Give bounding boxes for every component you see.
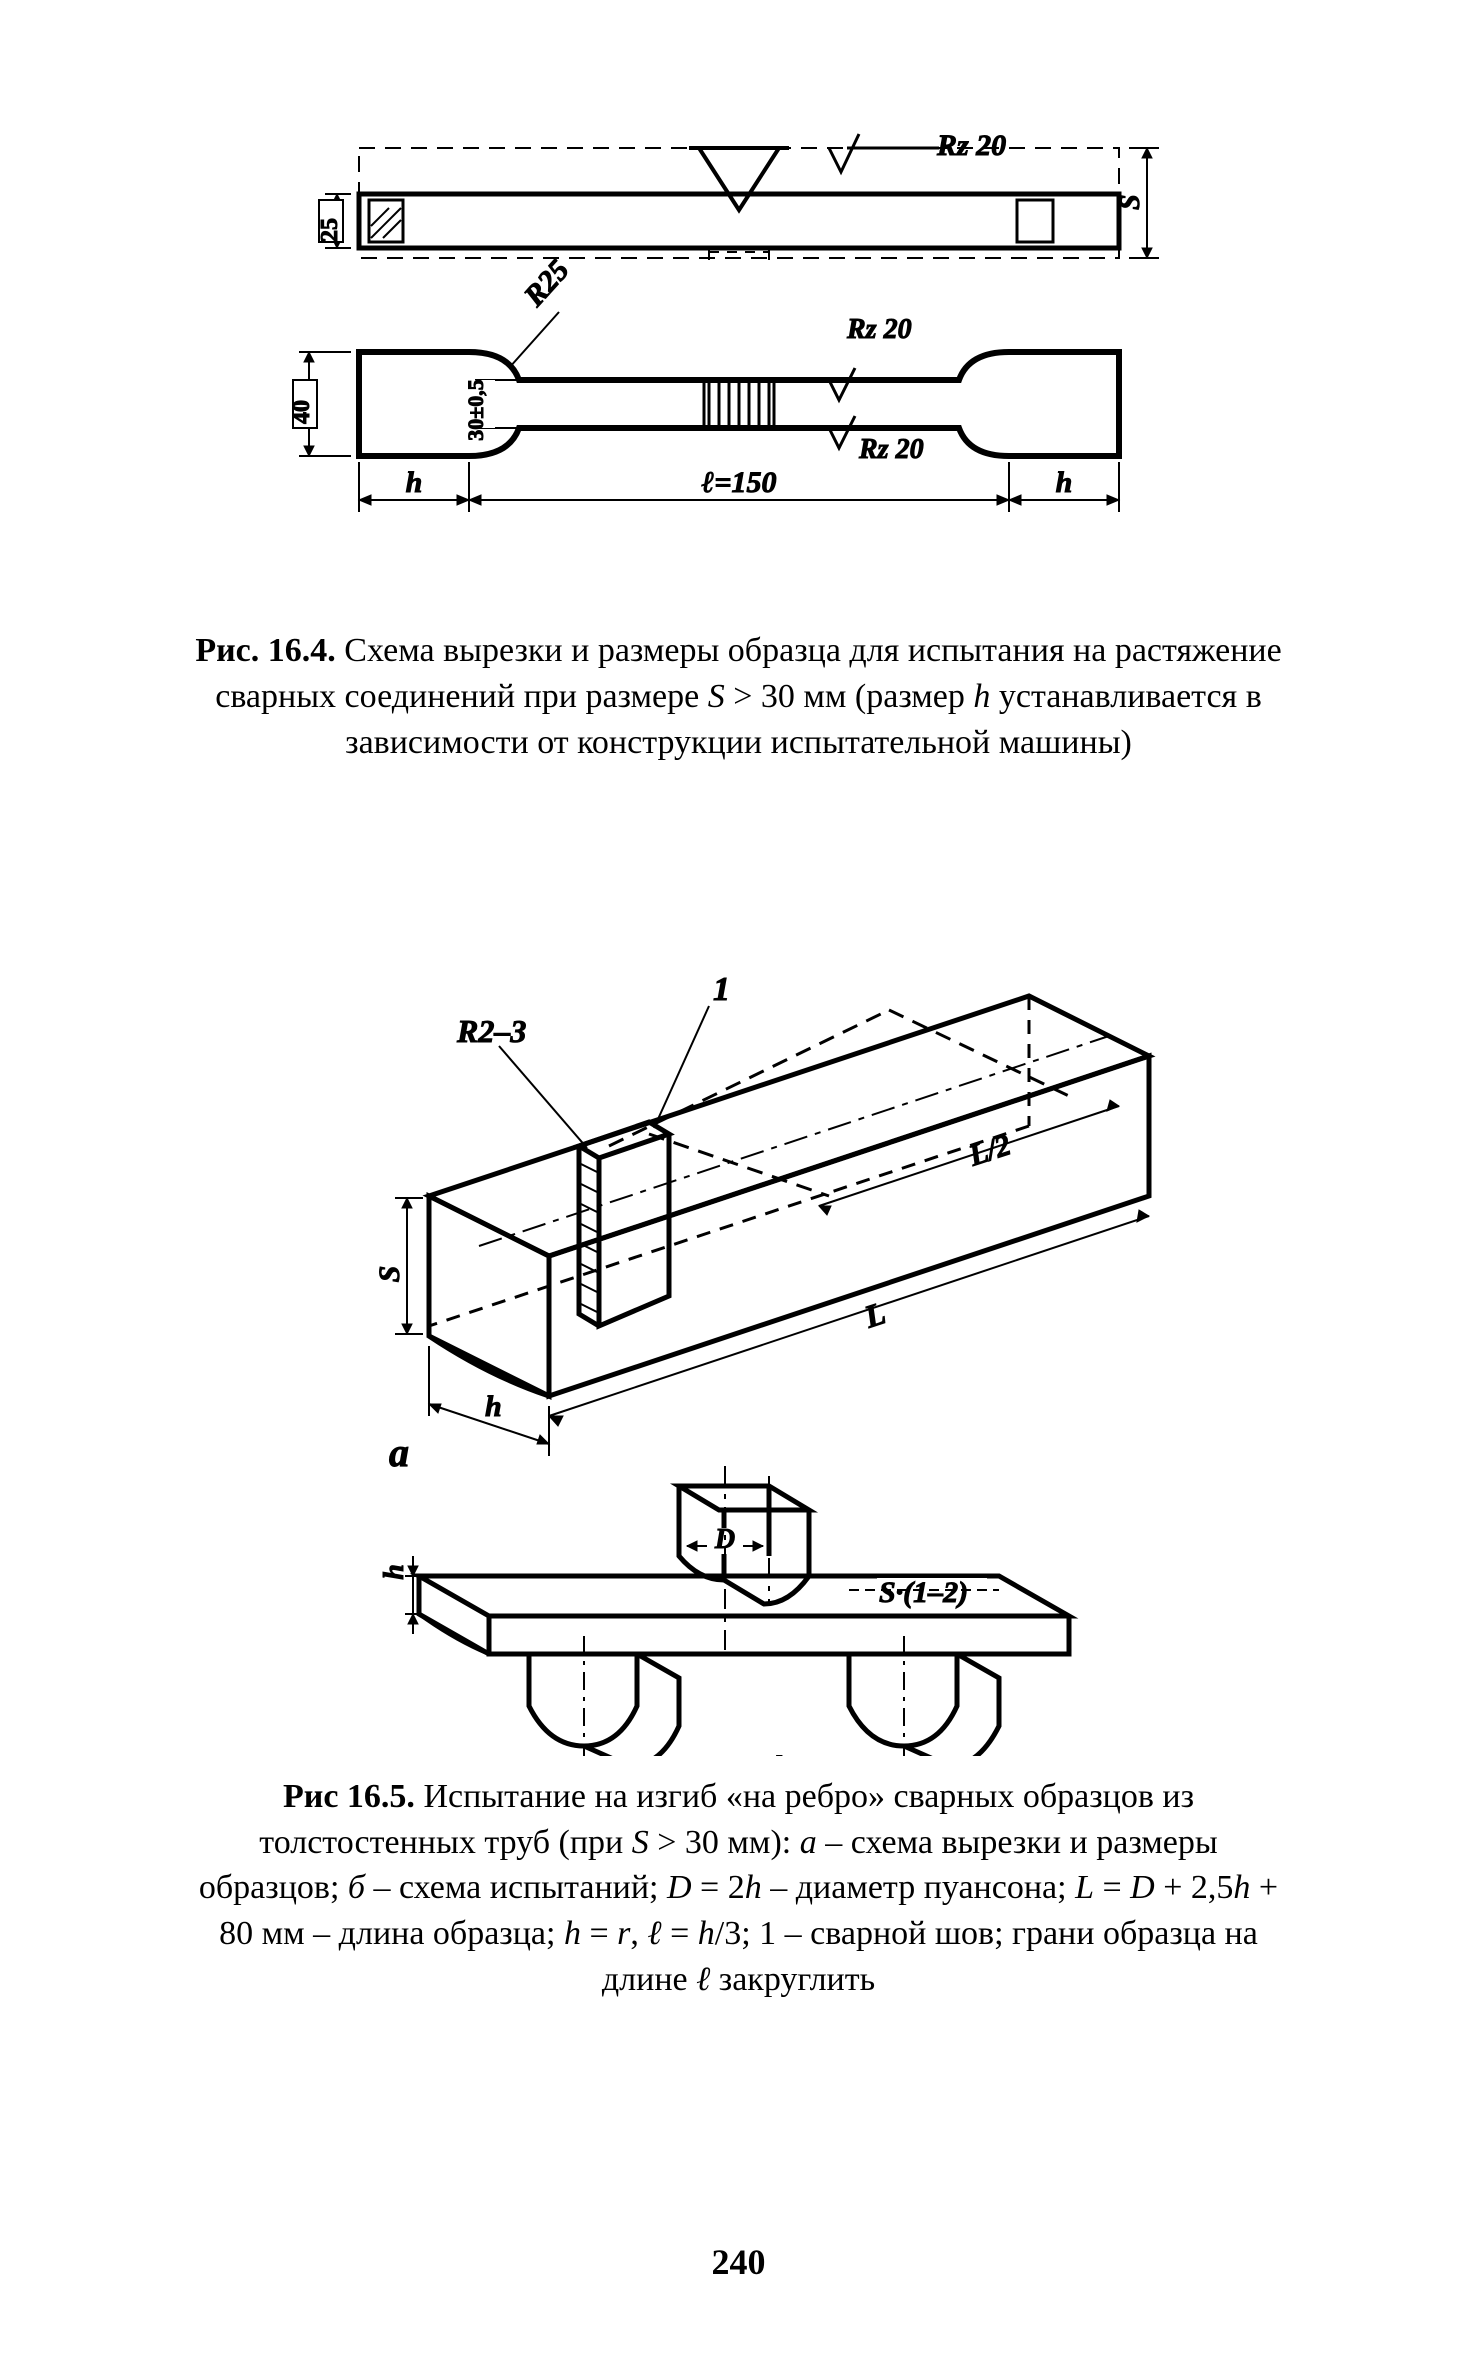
caption-h: h: [973, 678, 990, 715]
page: Rz 20 S 25: [0, 0, 1477, 2363]
caption-sym: h: [564, 1915, 581, 1952]
s12-label: S·(1–2): [879, 1576, 968, 1609]
caption-part: + 2,5: [1155, 1869, 1234, 1906]
dim-h-left-label: h: [405, 466, 422, 499]
caption-sym: h: [745, 1869, 762, 1906]
l-dim-165a: L: [859, 1294, 890, 1335]
dim-25-label: 25: [317, 218, 343, 242]
caption-sym: h: [1233, 1869, 1250, 1906]
caption-part: > 30 мм):: [649, 1824, 800, 1861]
fig-16-5-caption: Рис 16.5. Испытание на изгиб «на ребро» …: [150, 1774, 1327, 2003]
fig-16-5-drawing: 1 R2–3 S h: [259, 856, 1219, 1756]
callout-1: 1: [713, 971, 730, 1008]
caption-part: =: [1094, 1869, 1130, 1906]
caption-sym: L: [1075, 1869, 1094, 1906]
caption-s: S: [708, 678, 725, 715]
caption-part: > 30 мм (размер: [725, 678, 974, 715]
caption-sym: ℓ: [647, 1915, 661, 1952]
d25h-dim: D+2,5h: [696, 1750, 790, 1756]
dim-40-label: 40: [289, 400, 315, 424]
dim-l-label: ℓ=150: [701, 466, 776, 499]
caption-lead: Рис 16.5.: [283, 1778, 415, 1815]
rz20-top-label: Rz 20: [936, 130, 1006, 162]
caption-sym: h: [698, 1915, 715, 1952]
caption-part: закруглить: [710, 1961, 875, 1998]
caption-sym: r: [617, 1915, 630, 1952]
caption-part: =: [581, 1915, 617, 1952]
caption-sym: D: [667, 1869, 692, 1906]
caption-part: – диаметр пуансона;: [762, 1869, 1075, 1906]
s-dim-label: S: [1115, 194, 1146, 210]
dim-h-right-label: h: [1055, 466, 1072, 499]
lhalf-dim-165a: L/2: [964, 1128, 1015, 1173]
h-dim-165b: h: [379, 1564, 410, 1580]
caption-part: ,: [630, 1915, 647, 1952]
caption-lead: Рис. 16.4.: [195, 632, 335, 669]
r25-label: R25: [517, 253, 576, 313]
rz20-mid-bot-label: Rz 20: [858, 434, 924, 465]
caption-sym: б: [348, 1869, 365, 1906]
caption-part: =: [662, 1915, 698, 1952]
s-dim-165: S: [373, 1265, 406, 1282]
fig-16-4-drawing: Rz 20 S 25: [289, 130, 1189, 610]
figure-16-5: 1 R2–3 S h: [150, 856, 1327, 2037]
page-number: 240: [0, 2241, 1477, 2283]
caption-part: = 2: [692, 1869, 745, 1906]
caption-sym: ℓ: [696, 1961, 710, 1998]
figure-16-4: Rz 20 S 25: [150, 130, 1327, 800]
caption-sym: S: [632, 1824, 649, 1861]
dim-30-label: 30±0,5: [463, 379, 488, 441]
rz20-mid-top-label: Rz 20: [846, 314, 912, 345]
r2-3-label: R2–3: [456, 1013, 526, 1049]
caption-sym: D: [1130, 1869, 1155, 1906]
caption-part: – схема испытаний;: [365, 1869, 667, 1906]
h-dim-165a: h: [485, 1390, 502, 1423]
caption-sym: а: [800, 1824, 817, 1861]
fig-16-4-caption: Рис. 16.4. Схема вырезки и размеры образ…: [150, 628, 1327, 766]
subfig-a-label: а: [389, 1430, 409, 1475]
